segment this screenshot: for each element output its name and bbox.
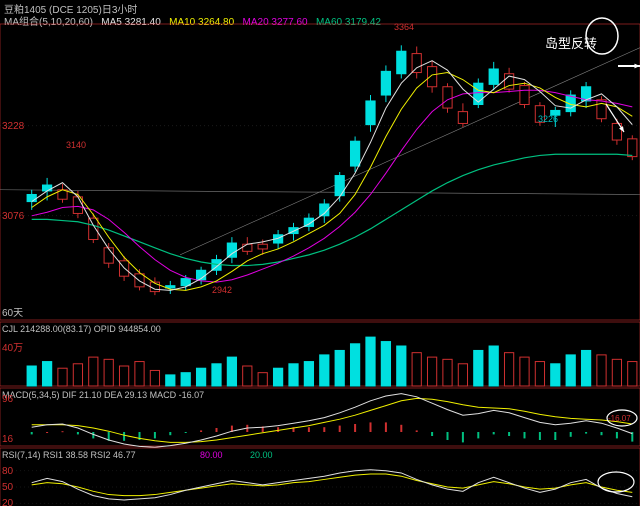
svg-text:3076: 3076 bbox=[2, 211, 25, 222]
svg-text:RSI(7,14) RSI1 38.58 RSI2: RSI(7,14) RSI1 38.58 RSI2 46.77 bbox=[2, 450, 136, 460]
svg-text:80: 80 bbox=[2, 466, 14, 477]
svg-text:3228: 3228 bbox=[2, 121, 25, 132]
svg-text:岛型反转: 岛型反转 bbox=[545, 36, 597, 51]
svg-text:CJL 214288.00(83.17) OPID: CJL 214288.00(83.17) OPID 944854.00 bbox=[2, 324, 161, 334]
svg-text:60天: 60天 bbox=[2, 308, 23, 319]
svg-text:96: 96 bbox=[2, 394, 14, 405]
svg-text:3364: 3364 bbox=[394, 22, 414, 32]
svg-text:40万: 40万 bbox=[2, 343, 23, 354]
svg-text:20.00: 20.00 bbox=[250, 450, 273, 460]
svg-text:80.00: 80.00 bbox=[200, 450, 223, 460]
svg-text:MACD(5,34,5) DIF 21.10 DE: MACD(5,34,5) DIF 21.10 DEA 29.13 MACD -1… bbox=[2, 390, 204, 400]
svg-text:3226: 3226 bbox=[538, 114, 558, 124]
chart-canvas: 3076 3228 3140 2942 3364 3226 岛型反转 60天 CJL 21428… bbox=[0, 0, 640, 506]
svg-text:3140: 3140 bbox=[66, 140, 86, 150]
svg-text:16: 16 bbox=[2, 434, 14, 445]
svg-text:-16.07: -16.07 bbox=[608, 414, 631, 423]
svg-text:50: 50 bbox=[2, 482, 14, 493]
svg-text:2942: 2942 bbox=[212, 285, 232, 295]
svg-text:20: 20 bbox=[2, 498, 14, 506]
